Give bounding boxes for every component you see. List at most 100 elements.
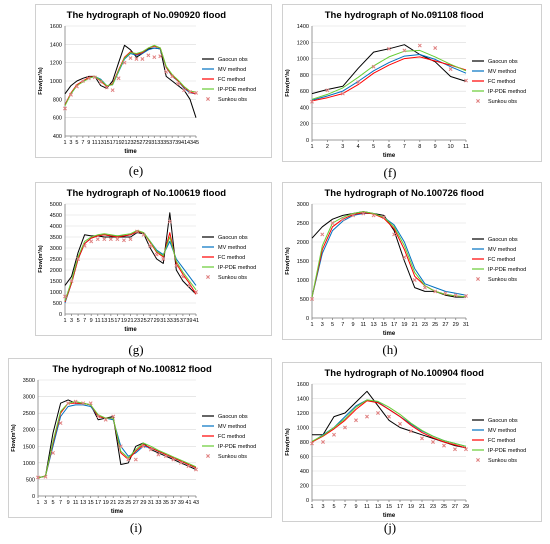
chart-svg-i: The hydrograph of No.100812 flood 0 500 100… [8,358,272,518]
x-tick-label: 3 [70,318,73,324]
sunkou-point [158,54,163,59]
chart-title: The hydrograph of No.100726 flood [324,188,484,199]
ippde-line [64,44,197,107]
sunkou-point [381,215,386,220]
legend-entry: FC method [472,79,515,85]
ippde-line [311,211,467,298]
sunkou-point [453,293,458,298]
x-tick-label: 41 [185,500,191,506]
ippde-line [37,401,197,479]
gaocun-line [37,399,197,479]
legend-entry: FC method [472,438,515,444]
chart-title: The hydrograph of No.090920 flood [67,10,227,21]
sunkou-point [376,411,380,415]
y-tick-label: 500 [53,301,62,307]
x-tick-label: 31 [160,318,166,324]
legend-label: MV method [218,67,246,73]
x-tick-label: 29 [453,322,459,328]
y-tick-label: 1000 [23,461,35,467]
x-tick-label: 43 [187,140,193,146]
y-tick-label: 800 [300,73,309,79]
x-tick-label: 15 [386,504,392,510]
x-tick-label: 29 [145,140,151,146]
x-tick-label: 31 [151,140,157,146]
legend-entry: IP-PDE method [472,267,526,273]
y-tick-label: 3500 [50,235,62,241]
y-tick-label: 1500 [297,259,309,265]
x-tick-label: 19 [401,322,407,328]
legend-entry: Sunkou obs [476,458,517,464]
x-tick-label: 29 [463,504,469,510]
sunkou-point [365,414,369,419]
legend-label: Gaocun obs [488,418,518,424]
sunkou-point [448,67,453,72]
x-tick-label: 17 [391,322,397,328]
sunkou-point [74,84,79,89]
sunkou-point [81,401,86,406]
legend-label: Gaocun obs [218,235,248,241]
sunkou-point [420,436,424,441]
chart-frame [282,4,542,162]
panel-label-e: (e) [128,163,144,178]
sunkou-point [116,76,121,81]
x-tick-label: 5 [52,500,55,506]
legend-label: Sunkou obs [488,99,517,105]
y-tick-label: 1000 [297,426,309,432]
sunkou-point [417,43,422,48]
x-tick-label: 9 [434,144,437,150]
sunkou-point [387,46,391,51]
x-tick-label: 7 [343,504,346,510]
x-tick-label: 21 [419,504,425,510]
sunkou-point [104,85,109,90]
legend-label: Gaocun obs [218,57,248,63]
legend-entry: FC method [472,257,515,263]
sunkou-point [171,457,176,462]
x-tick-label: 1 [310,322,313,328]
x-tick-label: 25 [432,322,438,328]
sunkou-point [161,257,166,261]
x-tick-label: 11 [360,322,366,328]
sunkou-point [402,255,407,260]
y-tick-label: 2000 [297,240,309,246]
fc-line [311,400,467,449]
sunkou-point [320,232,325,237]
x-tick-label: 13 [371,322,377,328]
chart-title: The hydrograph of No.100904 flood [324,368,484,379]
x-tick-label: 5 [77,318,80,324]
legend-entry: IP-PDE method [472,448,526,454]
y-tick-label: 2000 [23,428,35,434]
legend-label: IP-PDE method [218,87,256,93]
x-tick-label: 37 [170,500,176,506]
sunkou-point [103,417,108,422]
sunkou-point [321,440,325,444]
sunkou-point [464,78,468,83]
x-tick-label: 17 [95,500,101,506]
sunkou-point [134,57,139,61]
x-tick-label: 23 [134,318,140,324]
y-tick-label: 600 [300,455,309,461]
y-tick-label: 1400 [297,24,309,30]
legend-entry: Sunkou obs [476,277,517,283]
x-tick-label: 13 [98,140,104,146]
sunkou-point [174,263,179,268]
sunkou-point [433,289,438,294]
x-tick-label: 21 [121,140,127,146]
x-tick-label: 21 [412,322,418,328]
legend-entry: Sunkou obs [476,99,517,105]
legend-entry: FC method [202,434,245,440]
sunkou-point [102,237,107,242]
x-tick-label: 13 [375,504,381,510]
x-tick-label: 33 [167,318,173,324]
x-tick-label: 19 [116,140,122,146]
y-tick-label: 800 [300,440,309,446]
sunkou-point [115,237,120,242]
legend-entry: Sunkou obs [206,454,247,460]
chart-panel-f: The hydrograph of No.091108 flood 0 200 400… [282,4,542,162]
chart-svg-j: The hydrograph of No.100904 flood 0 200 400… [282,362,542,522]
sunkou-point [433,46,438,50]
y-tick-label: 1500 [23,444,35,450]
y-axis-label: Flow(m³/s) [284,69,291,97]
sunkou-point [409,429,413,434]
x-tick-label: 15 [104,140,110,146]
sunkou-point [92,75,97,80]
